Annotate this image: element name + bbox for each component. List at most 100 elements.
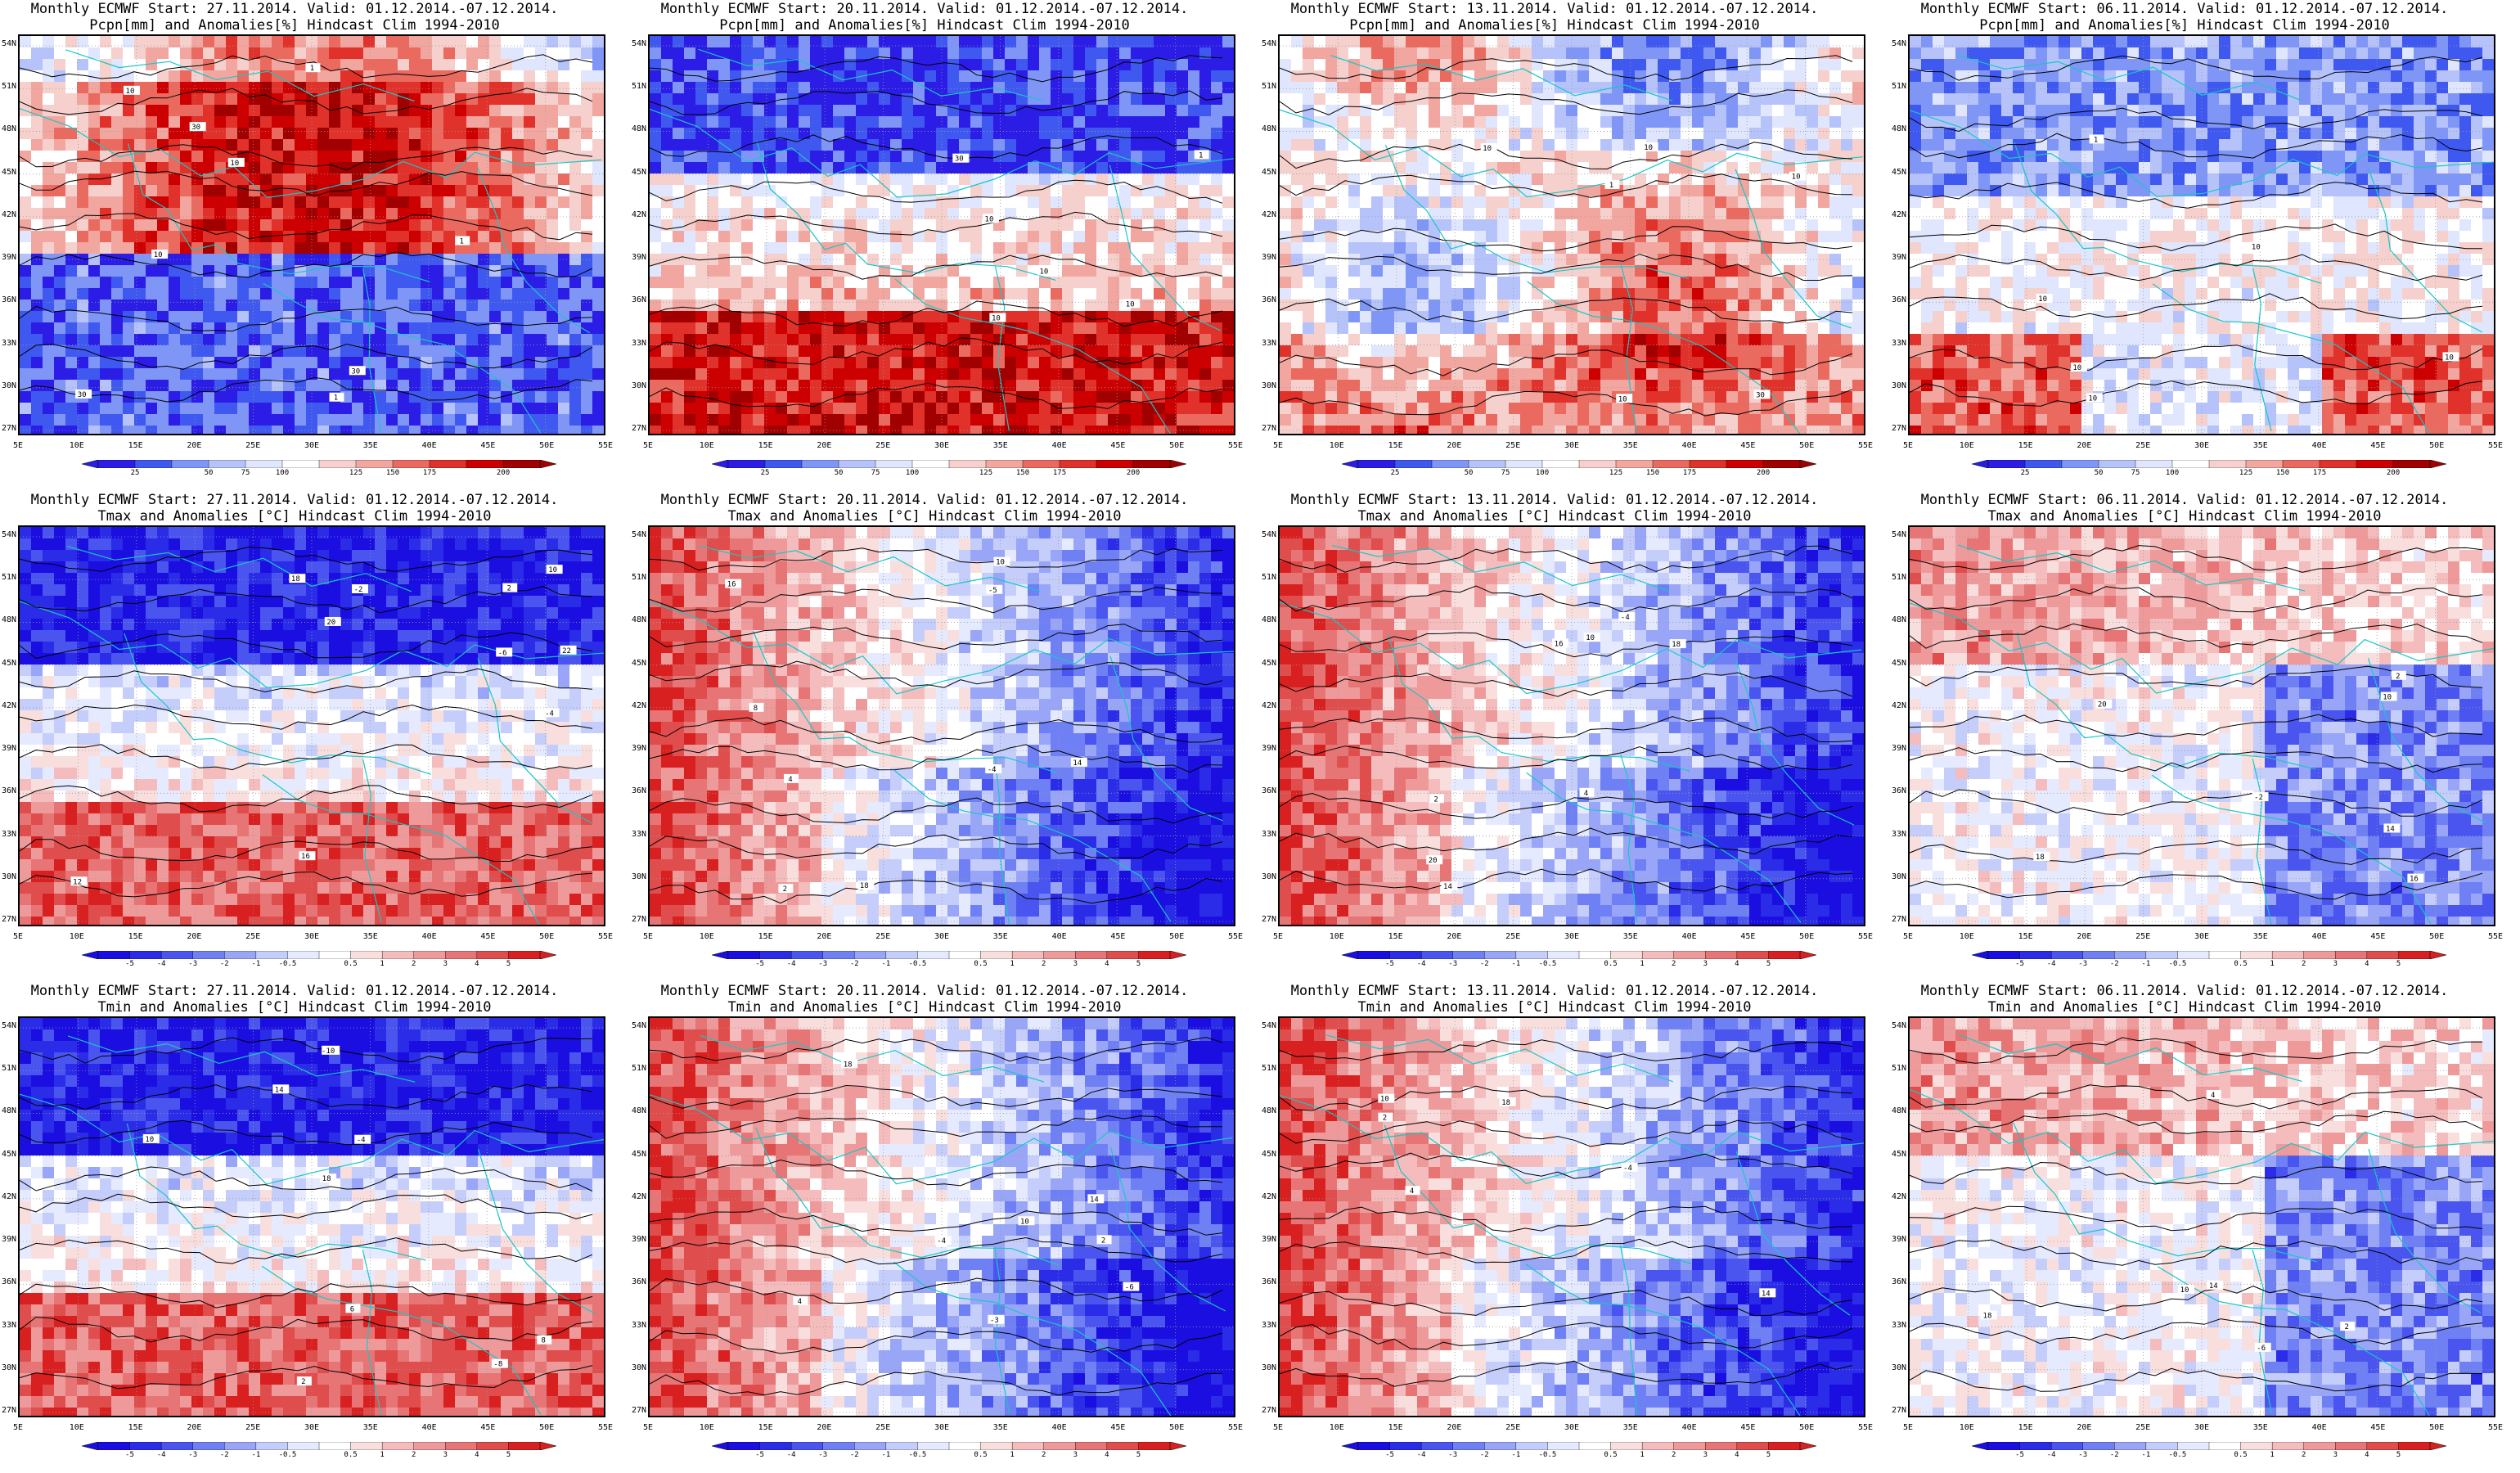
colorbar-tick-label: 4 — [1095, 1452, 1119, 1459]
colorbar-arrow-low — [82, 1442, 99, 1450]
contour-label: 10 — [1792, 173, 1801, 182]
colorbar-tick-label: 5 — [2386, 1452, 2410, 1459]
colorbar-segment — [917, 1442, 950, 1450]
colorbar-segment — [1106, 1442, 1140, 1450]
colorbar-tick-label: 2 — [1662, 961, 1686, 968]
contour-label: -4 — [988, 766, 997, 774]
longitude-tick-label: 50E — [1164, 933, 1189, 941]
longitude-tick-label: 30E — [1559, 933, 1584, 941]
contour-label-bg — [1579, 787, 1595, 797]
colorbar-tick-label: 50 — [826, 470, 851, 477]
colorbar-segment — [1389, 951, 1422, 959]
colorbar-tick-label: 2 — [1032, 1452, 1056, 1459]
colorbar-tick-label: 3 — [433, 961, 457, 968]
colorbar-segment — [502, 460, 541, 468]
colorbar-tick-label: 175 — [417, 470, 442, 477]
contour-label: 10 — [1586, 634, 1595, 642]
shaded-anomaly-field — [650, 527, 1234, 925]
colorbar-tick-label: -4 — [1409, 961, 1433, 968]
longitude-tick-label: 30E — [2189, 933, 2214, 941]
latitude-tick-label: 48N — [630, 616, 646, 624]
latitude-tick-label: 27N — [1260, 916, 1276, 924]
longitude-tick-label: 20E — [182, 1424, 206, 1432]
colorbar-tick-label: -1 — [244, 1452, 268, 1459]
graticule — [1280, 1018, 1864, 1416]
colorbar-tick-label: -3 — [1441, 1452, 1465, 1459]
contour-label-bg — [455, 236, 470, 246]
colorbar-tick-label: 4 — [465, 961, 489, 968]
colorbar-tick-label: 50 — [1456, 470, 1481, 477]
contour-label-bg — [496, 647, 513, 657]
contour-label-bg — [2442, 352, 2459, 362]
longitude-tick-label: 20E — [1442, 1424, 1466, 1432]
colorbar-segment — [1673, 1442, 1706, 1450]
latitude-tick-label: 42N — [0, 701, 16, 710]
colorbar-tick-label: -3 — [1441, 961, 1465, 968]
panel-subtitle: Tmin and Anomalies [°C] Hindcast Clim 19… — [1890, 999, 2479, 1016]
contour-label-bg — [289, 574, 306, 583]
contour-label: 6 — [350, 1305, 354, 1313]
colorbar-segment — [392, 460, 430, 468]
colorbar-tick-label: -5 — [118, 961, 142, 968]
panel-subtitle: Pcpn[mm] and Anomalies[%] Hindcast Clim … — [630, 17, 1219, 34]
colorbar-tick-label: 2 — [1662, 1452, 1686, 1459]
colorbar-tick-label: 5 — [1126, 1452, 1150, 1459]
colorbar-segment — [318, 460, 357, 468]
colorbar-tick-label: 3 — [433, 1452, 457, 1459]
colorbar-segment — [2303, 951, 2336, 959]
colorbar-segment — [171, 460, 209, 468]
colorbar-segment — [1768, 951, 1801, 959]
contour-label: 18 — [291, 575, 300, 583]
longitude-tick-label: 50E — [1794, 933, 1819, 941]
colorbar-tick-label: 200 — [1751, 470, 1775, 477]
colorbar-tick-label: 2 — [402, 961, 426, 968]
contour-label-bg — [2249, 241, 2266, 251]
longitude-tick-label: 40E — [2307, 442, 2332, 450]
colorbar-segment — [318, 951, 352, 959]
colorbar-arrow-high — [2429, 951, 2446, 959]
contour-label: 10 — [1644, 144, 1653, 152]
anomaly-map: -3 -4 -6 2 4 10 14 18 — [648, 1016, 1235, 1417]
colorbar-segment — [2050, 1442, 2084, 1450]
longitude-tick-label: 15E — [2014, 933, 2038, 941]
colorbar-segment — [318, 1442, 352, 1450]
colorbar-tick-label: 200 — [2381, 470, 2405, 477]
contour-label-bg — [227, 157, 245, 167]
contour-label: 20 — [326, 619, 335, 627]
colorbar-segment — [2114, 951, 2147, 959]
colorbar-tick-label: -1 — [2134, 961, 2158, 968]
colorbar-segment — [255, 951, 289, 959]
longitude-tick-label: 50E — [2424, 933, 2449, 941]
longitude-tick-label: 55E — [593, 933, 618, 941]
longitude-tick-label: 5E — [1896, 1424, 1920, 1432]
colorbar-tick-label: 5 — [496, 961, 520, 968]
latitude-tick-label: 48N — [1260, 125, 1276, 133]
contour-label: 14 — [1762, 1290, 1771, 1298]
contour-label-bg — [1378, 1093, 1395, 1103]
colorbar-tick-label: 150 — [1640, 470, 1665, 477]
contour-lines — [20, 1037, 593, 1390]
contour-label: 10 — [2088, 395, 2097, 403]
forecast-panel: Monthly ECMWF Start: 13.11.2014. Valid: … — [1260, 0, 1890, 491]
contour-label: 14 — [275, 1086, 284, 1094]
latitude-tick-label: 39N — [0, 254, 16, 262]
anomaly-map: -2 -4 -6 2 10 12 16 18 20 22 — [18, 525, 605, 926]
latitude-tick-label: 36N — [1260, 296, 1276, 304]
colorbar: -5 -4 -3 -2 -1 -0.5 0.5 1 2 3 4 5 — [1342, 1442, 1816, 1460]
contour-label-bg — [329, 392, 344, 402]
coastlines — [1910, 1034, 2494, 1416]
colorbar-segment — [2319, 460, 2357, 468]
contour-label: 12 — [73, 878, 82, 886]
latitude-tick-label: 27N — [1890, 1407, 1906, 1415]
latitude-tick-label: 48N — [0, 616, 16, 624]
longitude-tick-label: 20E — [2072, 933, 2096, 941]
longitude-tick-label: 10E — [65, 933, 89, 941]
colorbar-segment — [2208, 951, 2242, 959]
contour-label: 10 — [992, 314, 1001, 322]
longitude-tick-label: 50E — [2424, 1424, 2449, 1432]
contour-label: 16 — [1555, 640, 1564, 648]
longitude-tick-label: 55E — [2483, 442, 2508, 450]
longitude-tick-label: 35E — [1618, 933, 1643, 941]
colorbar-tick-label: 5 — [2386, 961, 2410, 968]
latitude-tick-label: 27N — [1260, 1407, 1276, 1415]
